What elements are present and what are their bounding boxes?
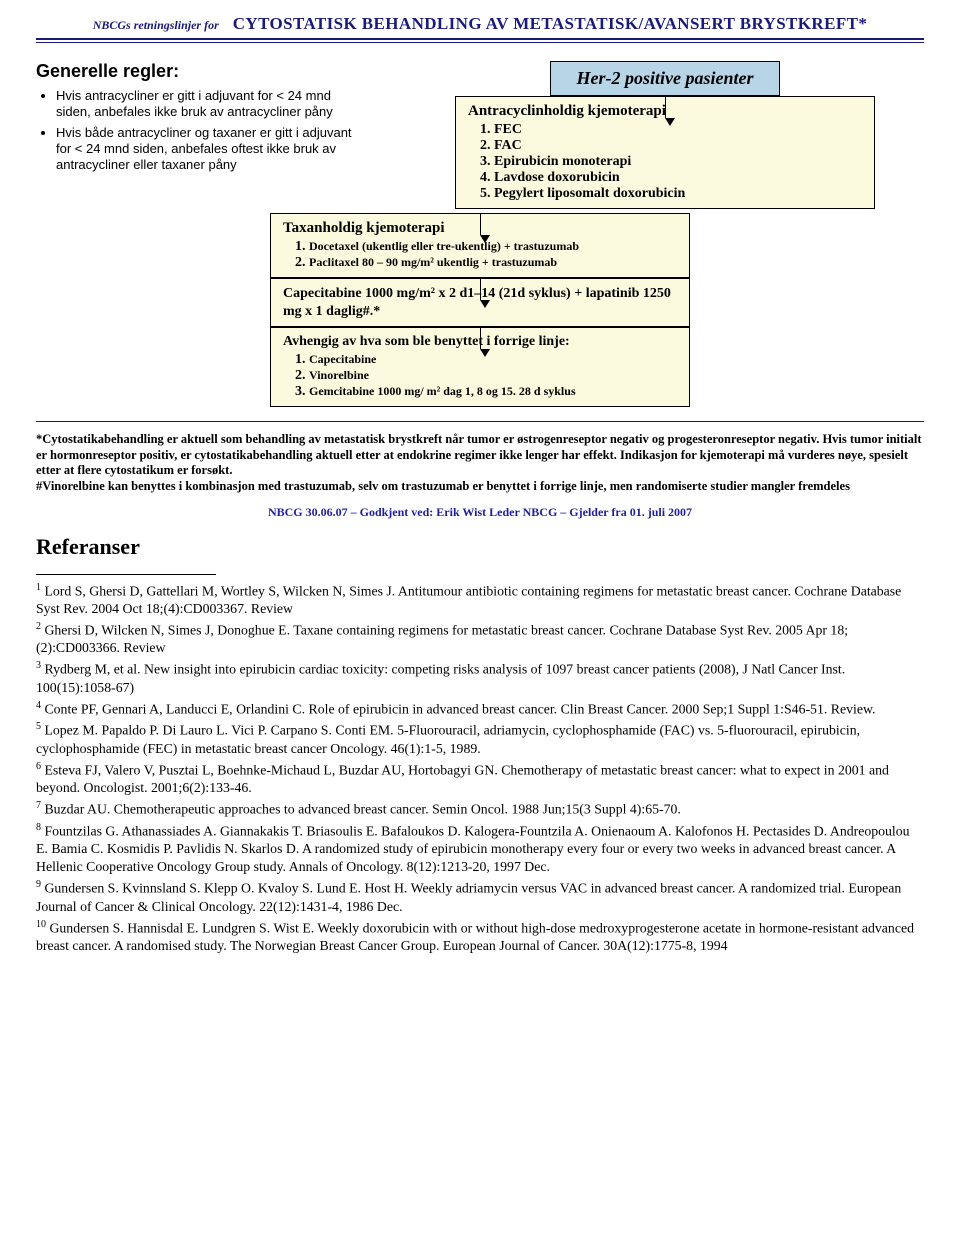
box1-item: Lavdose doxorubicin [494,170,862,186]
references-list: 1 Lord S, Ghersi D, Gattellari M, Wortle… [36,581,924,955]
references-title: Referanser [36,534,924,560]
reference-item: 6 Esteva FJ, Valero V, Pusztai L, Boehnk… [36,760,924,797]
header-rule-thin [36,42,924,43]
reference-item: 10 Gundersen S. Hannisdal E. Lundgren S.… [36,918,924,955]
rule-item: Hvis antracycliner er gitt i adjuvant fo… [56,88,366,121]
reference-item: 7 Buzdar AU. Chemotherapeutic approaches… [36,799,924,819]
reference-item: 3 Rydberg M, et al. New insight into epi… [36,659,924,696]
box2-item: Docetaxel (ukentlig eller tre-ukentlig) … [309,239,677,255]
box4-item: Capecitabine [309,352,677,368]
header-subtitle: NBCGs retningslinjer for [93,18,219,33]
rules-title: Generelle regler: [36,61,366,82]
reference-item: 4 Conte PF, Gennari A, Landucci E, Orlan… [36,699,924,719]
footnote: *Cytostatikabehandling er aktuell som be… [36,432,924,495]
box4-item: Gemcitabine 1000 mg/ m² dag 1, 8 og 15. … [309,384,677,400]
box1-item: Pegylert liposomalt doxorubicin [494,186,862,202]
header-title: CYTOSTATISK BEHANDLING AV METASTATISK/AV… [233,14,868,34]
flow-start: Her-2 positive pasienter [550,61,781,96]
box1-item: FEC [494,122,862,138]
approval-line: NBCG 30.06.07 – Godkjent ved: Erik Wist … [36,505,924,520]
header-rule-thick [36,38,924,40]
box2-item: Paclitaxel 80 – 90 mg/m² ukentlig + tras… [309,255,677,271]
references-divider [36,574,216,575]
section-rule [36,421,924,422]
reference-item: 9 Gundersen S. Kvinnsland S. Klepp O. Kv… [36,878,924,915]
reference-item: 8 Fountzilas G. Athanassiades A. Giannak… [36,821,924,876]
flowchart: Her-2 positive pasienter Antracyclinhold… [406,61,924,209]
reference-item: 5 Lopez M. Papaldo P. Di Lauro L. Vici P… [36,720,924,757]
reference-item: 1 Lord S, Ghersi D, Gattellari M, Wortle… [36,581,924,618]
rule-item: Hvis både antracycliner og taxaner er gi… [56,125,366,174]
box4-item: Vinorelbine [309,368,677,384]
page-header: NBCGs retningslinjer for CYTOSTATISK BEH… [36,14,924,34]
reference-item: 2 Ghersi D, Wilcken N, Simes J, Donoghue… [36,620,924,657]
general-rules: Generelle regler: Hvis antracycliner er … [36,61,366,177]
box1-item: Epirubicin monoterapi [494,154,862,170]
box1-item: FAC [494,138,862,154]
